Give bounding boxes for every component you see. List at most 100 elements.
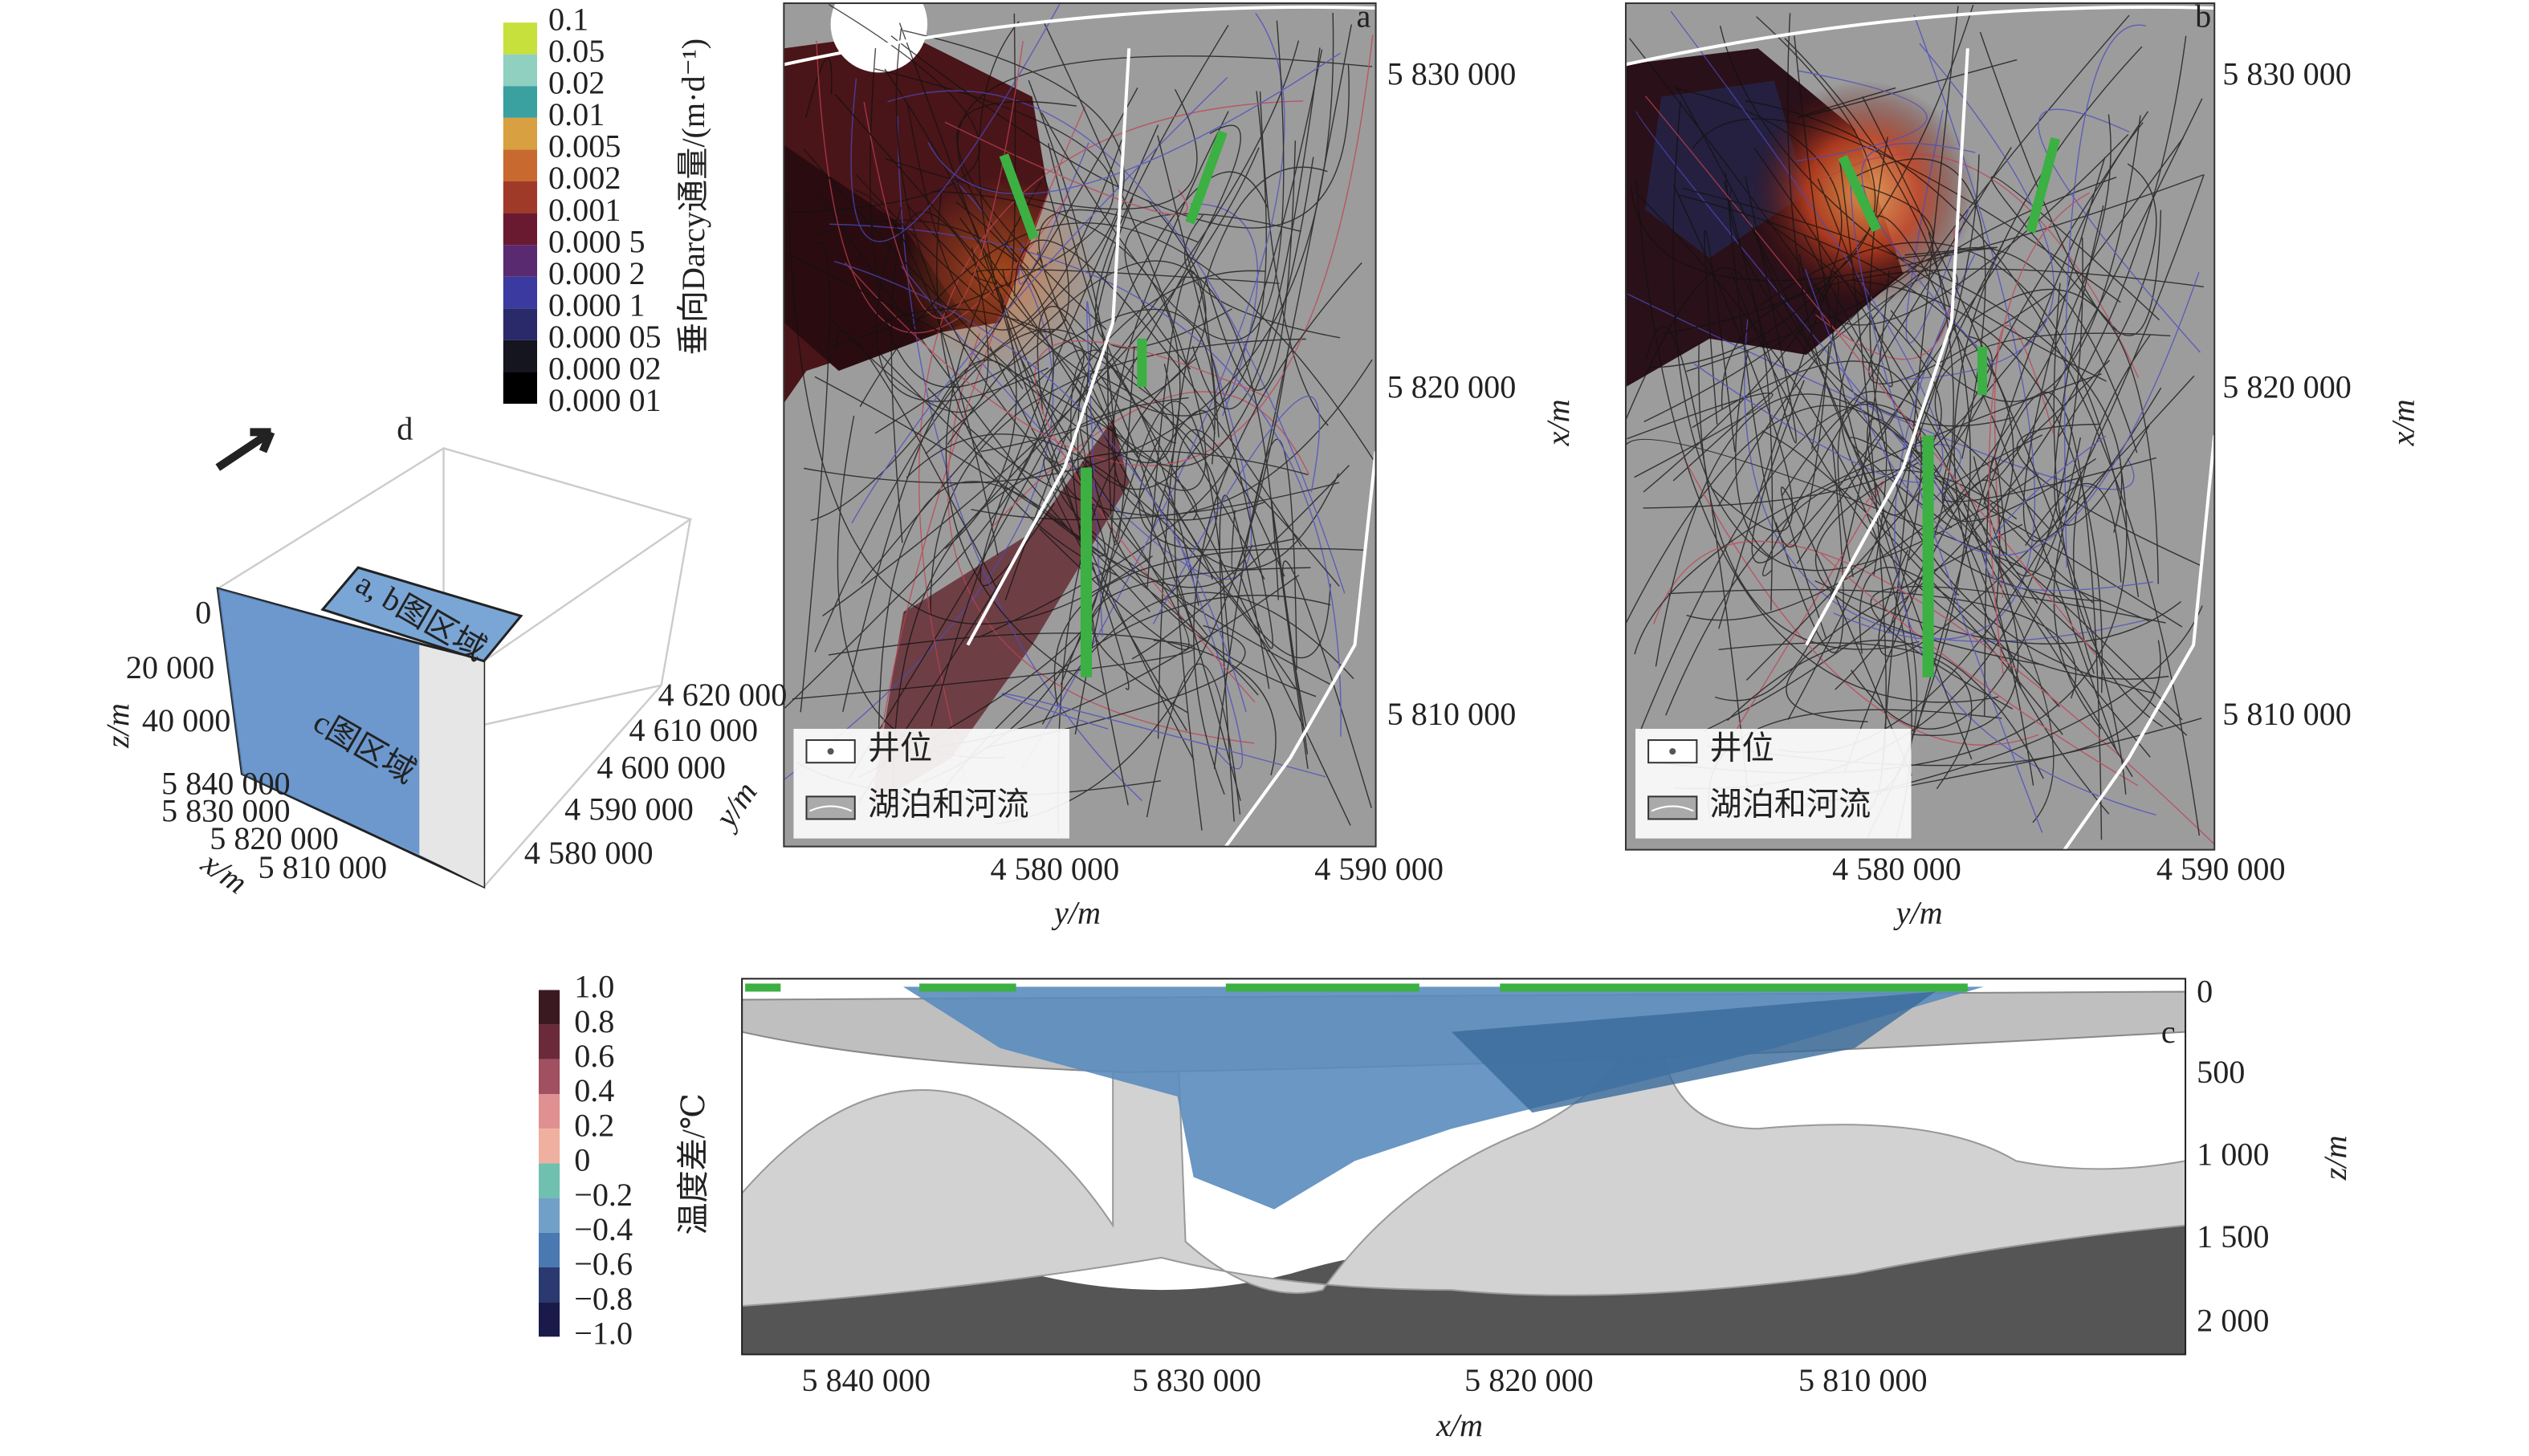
- colorbar-flux-segment: [503, 117, 538, 150]
- streamline: [1000, 49, 1323, 490]
- streamline: [989, 346, 1089, 502]
- streamline: [890, 35, 1350, 229]
- streamline: [878, 481, 1150, 754]
- x-tick-label: 5 810 000: [259, 849, 388, 885]
- x-tick-label: 4 590 000: [2156, 851, 2286, 887]
- streamline: [893, 450, 1309, 821]
- z-tick-label: 20 000: [126, 649, 214, 685]
- streamline: [1692, 118, 2121, 303]
- streamline: [1820, 553, 2139, 787]
- streamline: [1086, 301, 1103, 637]
- streamline: [978, 461, 1232, 638]
- streamline: [979, 124, 1159, 587]
- streamline: [1934, 332, 2171, 604]
- streamline: [1686, 360, 2111, 621]
- streamline: [1648, 4, 1974, 368]
- streamline: [1002, 13, 1016, 287]
- streamline: [1735, 349, 2039, 571]
- colorbar-temp-segment: [539, 1163, 560, 1198]
- x-tick-label: 5 830 000: [1132, 1362, 1261, 1398]
- streamline: [803, 148, 1175, 464]
- streamline: [1861, 143, 1995, 366]
- colorbar-flux-segment: [503, 54, 538, 87]
- streamline: [1839, 177, 2117, 596]
- colorbar-flux-segment: [503, 308, 538, 340]
- streamline: [1941, 434, 2156, 502]
- panel-b-map: [1625, 3, 2215, 850]
- y-tick-label: 5 830 000: [1387, 56, 1517, 92]
- streamline: [1762, 147, 2012, 577]
- colorbar-temp-segment: [539, 990, 560, 1025]
- streamline: [956, 100, 1107, 331]
- legend-label: 井位: [1709, 730, 1774, 766]
- streamline: [1112, 111, 1265, 521]
- streamline: [1993, 324, 2055, 599]
- streamline: [1745, 335, 1993, 681]
- colorbar-flux-label: 0.000 01: [548, 382, 662, 418]
- streamline: [959, 218, 1201, 654]
- x-tick-label: 5 840 000: [801, 1362, 931, 1398]
- y-tick-label: 4 600 000: [597, 749, 726, 785]
- x-tick-label: 5 810 000: [1798, 1362, 1928, 1398]
- streamline: [1908, 114, 2112, 561]
- streamline: [918, 100, 1304, 780]
- streamline: [1727, 640, 2044, 779]
- streamline: [1988, 192, 2091, 674]
- x-axis-label: y/m: [1051, 894, 1101, 930]
- streamline: [1131, 465, 1350, 660]
- streamline: [1124, 213, 1301, 370]
- panel-c-section: [742, 978, 2186, 1355]
- z-tick-label: 0: [195, 595, 211, 631]
- streamline: [1780, 486, 1912, 776]
- streamline: [1001, 693, 1326, 778]
- streamline: [1665, 469, 2018, 716]
- streamline: [1625, 405, 2022, 689]
- streamline: [1704, 230, 1736, 452]
- region-ab-face: [320, 566, 523, 663]
- streamline: [2022, 157, 2162, 542]
- z-tick-label: 1 500: [2197, 1218, 2269, 1255]
- streamline: [1752, 226, 2013, 427]
- streamline: [1814, 580, 2181, 645]
- colorbar-temp-label: 0.4: [574, 1072, 614, 1108]
- colorbar-temp-segment: [539, 1094, 560, 1129]
- z-tick-label: 500: [2197, 1054, 2245, 1090]
- x-tick-label: 5 830 000: [161, 793, 291, 829]
- streamline: [1862, 96, 2127, 795]
- streamline: [1643, 219, 1942, 509]
- streamline: [1894, 252, 2156, 816]
- z-tick-label: 2 000: [2197, 1302, 2269, 1338]
- streamline: [1916, 122, 2144, 730]
- colorbar-temp-label: 0.2: [574, 1107, 614, 1143]
- streamline: [1692, 360, 1922, 634]
- streamline: [1890, 115, 2141, 402]
- streamline: [835, 330, 1000, 593]
- streamline: [1670, 10, 1944, 483]
- colorbar-flux-label: 0.002: [548, 160, 621, 196]
- streamline: [1723, 176, 1798, 444]
- colorbar-flux-segment: [503, 22, 538, 55]
- streamline: [1784, 38, 1971, 838]
- streamline: [842, 359, 1024, 712]
- streamline: [1643, 270, 1832, 423]
- streamline: [1091, 567, 1311, 714]
- colorbar-temp-label: 0: [574, 1142, 590, 1178]
- streamline: [1043, 457, 1208, 731]
- streamline: [1625, 267, 1774, 611]
- streamline: [859, 222, 1374, 461]
- streamline: [944, 121, 1188, 215]
- x-tick-label: 4 580 000: [991, 851, 1120, 887]
- streamline: [857, 124, 1241, 804]
- colorbar-flux-label: 0.005: [548, 128, 621, 165]
- streamline: [1985, 435, 2153, 592]
- streamline: [800, 241, 830, 713]
- streamline: [833, 260, 1247, 713]
- streamline: [874, 106, 1086, 784]
- colorbar-flux-segment: [503, 213, 538, 246]
- colorbar-flux-label: 0.02: [548, 64, 605, 100]
- colorbar-flux-segment: [503, 340, 538, 372]
- streamline: [1219, 494, 1270, 822]
- colorbar-flux-label: 0.000 02: [548, 351, 662, 387]
- y-axis-label: x/m: [1540, 399, 1576, 446]
